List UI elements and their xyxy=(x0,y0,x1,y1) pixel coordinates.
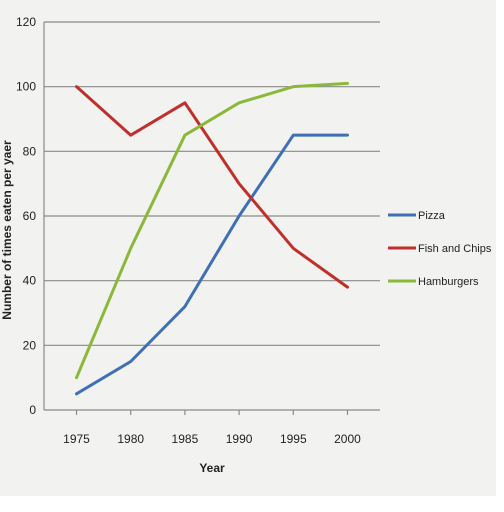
line-chart: 0 20 40 60 80 100 120 1975 1980 1985 1990 1995 2000… xyxy=(0,15,492,475)
series-line-fish-and-chips xyxy=(75,85,349,289)
x-tick-label: 1995 xyxy=(280,432,307,446)
y-tick-labels: 0 20 40 60 80 100 120 xyxy=(16,15,36,417)
gridlines xyxy=(44,21,380,346)
y-tick-label: 20 xyxy=(23,338,37,352)
axes xyxy=(43,22,380,415)
x-tick-label: 1985 xyxy=(172,432,199,446)
x-axis-label: Year xyxy=(199,461,225,475)
chart-area: 0 20 40 60 80 100 120 1975 1980 1985 1990 1995 2000… xyxy=(0,0,496,496)
series-line-hamburgers xyxy=(75,81,349,380)
y-tick-label: 100 xyxy=(16,80,36,94)
x-tick-label: 1980 xyxy=(117,432,144,446)
legend-label-fish-and-chips: Fish and Chips xyxy=(418,243,492,255)
x-tick-label: 1975 xyxy=(63,432,90,446)
y-axis-label: Number of times eaten per yaer xyxy=(0,140,14,320)
x-tick-label: 1990 xyxy=(226,432,253,446)
legend-label-hamburgers: Hamburgers xyxy=(418,276,479,288)
x-tick-label: 2000 xyxy=(334,432,361,446)
x-tick-labels: 1975 1980 1985 1990 1995 2000 xyxy=(63,432,361,446)
legend: Pizza Fish and Chips Hamburgers xyxy=(388,210,492,288)
y-tick-label: 0 xyxy=(29,403,36,417)
y-tick-label: 120 xyxy=(16,15,36,29)
y-tick-label: 60 xyxy=(23,209,37,223)
y-tick-label: 80 xyxy=(23,144,37,158)
series-lines xyxy=(75,81,349,396)
y-tick-label: 40 xyxy=(23,274,37,288)
legend-label-pizza: Pizza xyxy=(418,210,446,222)
series-line-pizza xyxy=(75,133,349,396)
